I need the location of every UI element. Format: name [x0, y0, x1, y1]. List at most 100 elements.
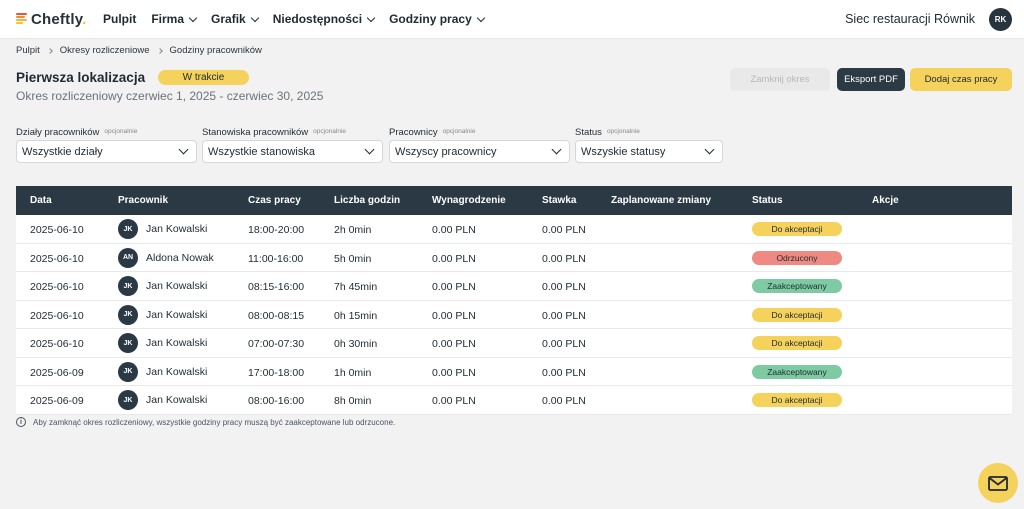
hours-count-cell: 5h 0min — [334, 252, 372, 265]
employee-avatar: JK — [118, 276, 138, 296]
status-badge: Odrzucony — [752, 250, 842, 265]
rate-cell: 0.00 PLN — [542, 366, 586, 379]
salary-cell: 0.00 PLN — [432, 252, 476, 265]
salary-cell: 0.00 PLN — [432, 338, 476, 350]
hours-count-cell: 8h 0min — [334, 395, 372, 407]
filter-status: Status opcjonalnie Wszyskie statusy — [575, 127, 723, 163]
nav-item-label: Niedostępności — [272, 12, 363, 26]
salary-cell: 0.00 PLN — [432, 224, 476, 236]
employee-name: Jan Kowalski — [146, 223, 208, 235]
work-time-cell: 17:00-18:00 — [248, 366, 305, 379]
rate-cell: 0.00 PLN — [542, 252, 586, 265]
work-time-cell: 08:00-08:15 — [248, 309, 305, 322]
employee-avatar: JK — [118, 219, 138, 239]
select-value: Wszyskie statusy — [581, 145, 666, 158]
filter-label: Status — [575, 127, 602, 138]
hours-count-cell: 0h 30min — [334, 338, 378, 350]
column-header: Czas pracy — [248, 195, 301, 206]
filter-positions: Stanowiska pracowników opcjonalnie Wszyst… — [202, 127, 383, 163]
note-text: Aby zamknąć okres rozliczeniowy, wszystk… — [33, 417, 396, 427]
employee-cell: AN Aldona Nowak — [118, 247, 214, 268]
page-title: Pierwsza lokalizacja — [16, 70, 146, 85]
logo[interactable]: Cheftly. — [16, 11, 104, 28]
breadcrumb-item[interactable]: Pulpit — [16, 45, 40, 56]
close-period-button[interactable]: Zamknij okres — [730, 68, 830, 91]
status-badge: Do akceptacji — [752, 393, 842, 407]
employee-name: Jan Kowalski — [146, 365, 208, 378]
rate-cell: 0.00 PLN — [542, 395, 586, 407]
select-value: Wszyscy pracownicy — [395, 145, 497, 158]
table-row[interactable]: 2025-06-10 AN Aldona Nowak 11:00-16:00 5h 0m… — [16, 244, 1012, 272]
chevron-down-icon — [250, 13, 259, 22]
export-pdf-button[interactable]: Eksport PDF — [837, 68, 905, 91]
date-cell: 2025-06-09 — [30, 395, 84, 407]
period-subtitle: Okres rozliczeniowy czerwiec 1, 2025 - c… — [16, 89, 324, 103]
work-time-cell: 07:00-07:30 — [248, 338, 305, 350]
messages-button[interactable] — [978, 463, 1018, 503]
departments-select[interactable]: Wszystkie działy — [16, 140, 197, 163]
employee-avatar: AN — [118, 247, 138, 268]
table-row[interactable]: 2025-06-10 JK Jan Kowalski 08:15-16:00 7h 45… — [16, 272, 1012, 301]
nav-item-label: Godziny pracy — [389, 12, 472, 26]
select-value: Wszystkie stanowiska — [208, 145, 315, 158]
rate-cell: 0.00 PLN — [542, 338, 586, 350]
optional-hint: opcjonalnie — [313, 128, 347, 135]
nav-item-0[interactable]: Pulpit — [103, 12, 136, 26]
date-cell: 2025-06-10 — [30, 252, 84, 265]
filter-employees: Pracownicy opcjonalnie Wszyscy pracownicy — [389, 127, 570, 163]
nav-item-3[interactable]: Niedostępności — [272, 12, 376, 26]
date-cell: 2025-06-10 — [30, 338, 84, 350]
optional-hint: opcjonalnie — [606, 128, 640, 135]
chevron-down-icon — [704, 144, 715, 155]
add-hours-button[interactable]: Dodaj czas pracy — [910, 68, 1012, 91]
hours-count-cell: 0h 15min — [334, 309, 378, 322]
column-header: Liczba godzin — [334, 195, 401, 206]
table-row[interactable]: 2025-06-09 JK Jan Kowalski 17:00-18:00 1h 0m… — [16, 358, 1012, 386]
nav-menu: Pulpit Firma Grafik Niedostępności Godziny p… — [103, 12, 499, 26]
breadcrumb-item[interactable]: Okresy rozliczeniowe — [59, 45, 150, 56]
info-icon: i — [16, 417, 26, 427]
logo-text: Cheftly. — [31, 10, 87, 28]
column-header: Pracownik — [118, 195, 169, 206]
nav-item-2[interactable]: Grafik — [211, 12, 259, 26]
table-row[interactable]: 2025-06-10 JK Jan Kowalski 08:00-08:15 0h 15… — [16, 301, 1012, 329]
status-badge: Do akceptacji — [752, 307, 842, 322]
breadcrumb-item: Godziny pracowników — [169, 45, 262, 56]
chevron-down-icon — [178, 144, 189, 155]
employee-avatar: JK — [118, 361, 138, 382]
employee-avatar: JK — [118, 390, 138, 410]
salary-cell: 0.00 PLN — [432, 281, 476, 293]
select-value: Wszystkie działy — [22, 145, 103, 158]
nav-item-1[interactable]: Firma — [151, 12, 198, 26]
nav-item-4[interactable]: Godziny pracy — [389, 12, 485, 26]
date-cell: 2025-06-09 — [30, 366, 84, 379]
table-row[interactable]: 2025-06-10 JK Jan Kowalski 07:00-07:30 0h 30… — [16, 329, 1012, 358]
chevron-down-icon — [476, 13, 485, 22]
column-header: Status — [752, 195, 783, 206]
table-row[interactable]: 2025-06-09 JK Jan Kowalski 08:00-16:00 8h 0m… — [16, 386, 1012, 415]
work-hours-table: Data Pracownik Czas pracy Liczba godzin Wyna… — [16, 186, 1012, 415]
employee-cell: JK Jan Kowalski — [118, 333, 207, 353]
chevron-right-icon — [46, 47, 53, 54]
nav-item-label: Grafik — [211, 12, 246, 26]
salary-cell: 0.00 PLN — [432, 366, 476, 379]
date-cell: 2025-06-10 — [30, 309, 84, 322]
user-avatar[interactable]: RK — [989, 8, 1012, 31]
status-select[interactable]: Wszyskie statusy — [575, 140, 723, 163]
hours-count-cell: 1h 0min — [334, 366, 372, 379]
status-badge: Zaakceptowany — [752, 279, 842, 293]
positions-select[interactable]: Wszystkie stanowiska — [202, 140, 383, 163]
breadcrumb: Pulpit Okresy rozliczeniowe Godziny pracow… — [16, 45, 262, 56]
chevron-down-icon — [366, 13, 376, 22]
hours-count-cell: 2h 0min — [334, 224, 372, 236]
filter-label: Działy pracowników — [16, 127, 100, 138]
work-time-cell: 08:15-16:00 — [248, 281, 305, 293]
salary-cell: 0.00 PLN — [432, 395, 476, 407]
filter-label: Pracownicy — [389, 127, 438, 138]
employee-cell: JK Jan Kowalski — [118, 276, 207, 296]
employees-select[interactable]: Wszyscy pracownicy — [389, 140, 570, 163]
table-row[interactable]: 2025-06-10 JK Jan Kowalski 18:00-20:00 2h 0m… — [16, 215, 1012, 244]
table-header: Data Pracownik Czas pracy Liczba godzin Wyna… — [16, 186, 1012, 215]
period-status-badge: W trakcie — [158, 70, 249, 85]
status-badge: Do akceptacji — [752, 222, 842, 236]
